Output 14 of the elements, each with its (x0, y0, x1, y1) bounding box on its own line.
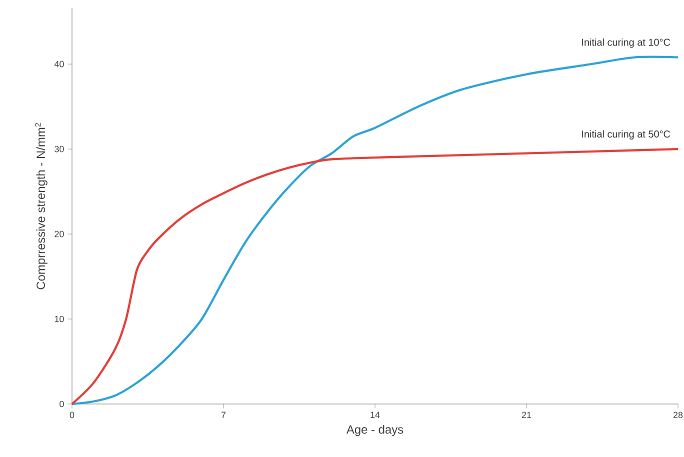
x-tick-label: 28 (673, 412, 683, 418)
y-tick-label: 10 (54, 316, 64, 322)
x-tick-label: 7 (221, 412, 226, 418)
y-tick-label: 20 (54, 230, 64, 238)
y-tick-label: 0 (60, 400, 64, 408)
x-tick-label: 0 (70, 412, 74, 418)
y-axis-title: Comprressive strength - N/mm$^{2}$ (35, 123, 48, 290)
y-tick-label: 40 (54, 60, 64, 68)
x-tick-label: 14 (370, 412, 380, 418)
y-tick-label: 30 (54, 146, 64, 152)
series-label: Initial curing at 50°C (582, 130, 670, 140)
series-label: Initial curing at 10°C (582, 38, 670, 48)
x-tick-label: 21 (522, 412, 532, 418)
x-axis-title: Age - days (346, 424, 404, 436)
